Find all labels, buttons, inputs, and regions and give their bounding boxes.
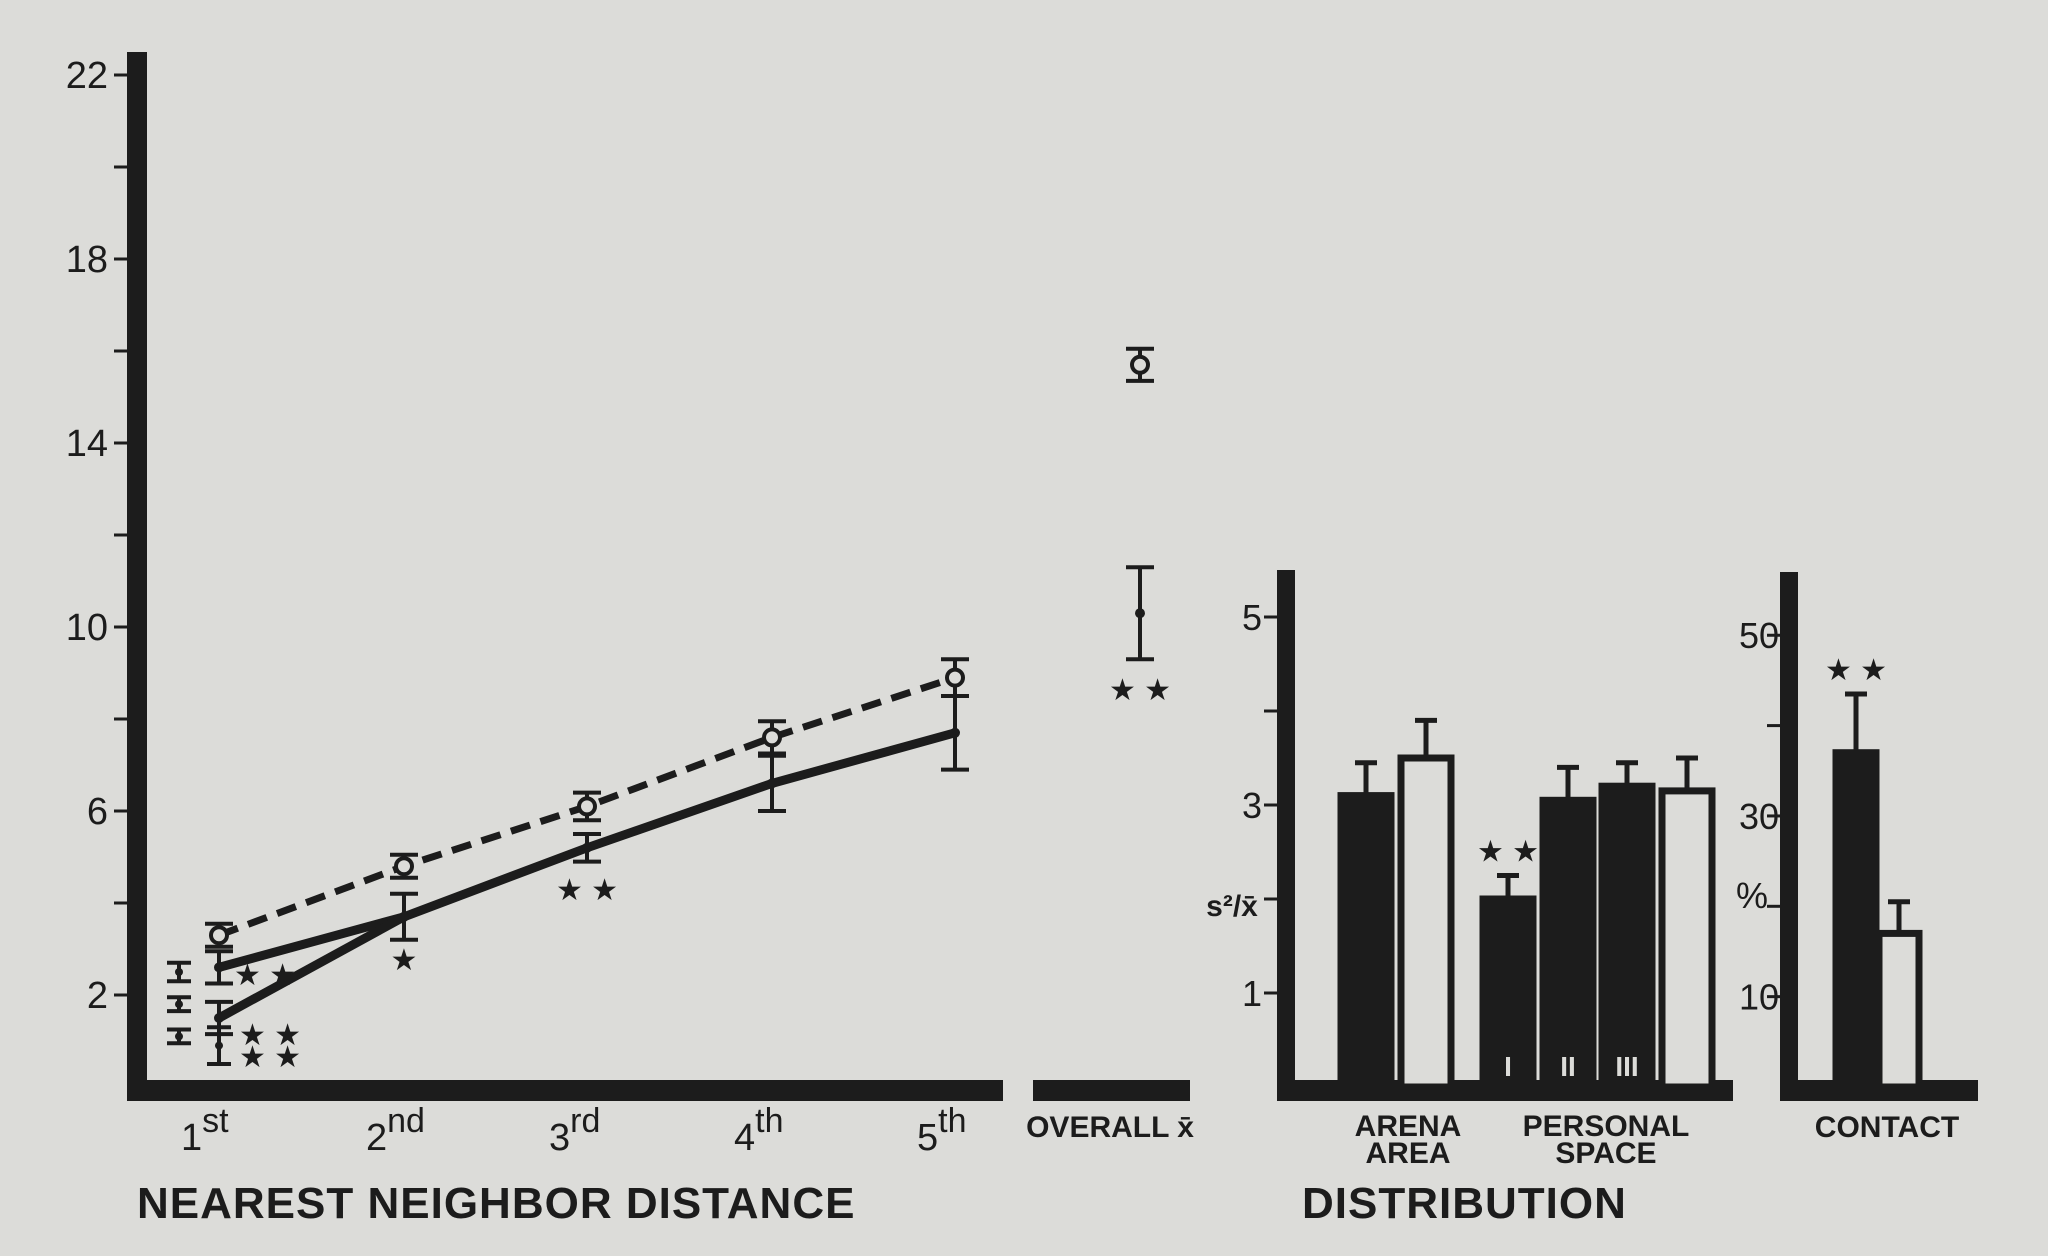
nnd-significance: ★ ★ — [239, 1019, 301, 1052]
dist-bar-inner-label: I — [1504, 1051, 1512, 1082]
overall-solid-point — [1135, 608, 1145, 619]
series-solid-point — [399, 911, 409, 922]
dist-y-label: s²/x̄ — [1206, 890, 1258, 923]
nnd-significance: ★ ★ — [556, 874, 618, 907]
first-group-point — [175, 1032, 183, 1041]
overall-dashed-point — [1130, 354, 1150, 375]
dist-y-tick-label: 3 — [1242, 785, 1262, 826]
nnd-section-title: NEAREST NEIGHBOR DISTANCE — [137, 1179, 855, 1228]
nnd-x-tick-label: 1st — [181, 1102, 229, 1159]
first-group-point — [215, 1041, 223, 1050]
nnd-x-tick-label: 4th — [734, 1102, 784, 1159]
dist-group-label: PERSONAL — [1523, 1110, 1690, 1143]
contact-group-label: CONTACT — [1815, 1111, 1959, 1144]
series-solid-point — [582, 842, 592, 853]
series-solid-line-lower — [216, 912, 407, 1022]
nnd-y-tick-label: 10 — [66, 607, 108, 649]
contact-chart: 10 30 50% ★ ★ CONTACT — [1736, 572, 1978, 1144]
nnd-y-axis — [127, 52, 147, 1101]
series-dashed-point — [762, 727, 782, 748]
dist-bar — [1479, 895, 1537, 1091]
nnd-significance: ★ ★ — [234, 959, 296, 992]
contact-y-tick-label: 10 — [1739, 977, 1779, 1018]
dist-bar-inner-label: II — [1560, 1051, 1576, 1082]
nnd-y-tick-label: 18 — [66, 239, 108, 281]
series-lower-point — [214, 1013, 224, 1023]
nnd-x-tick-label: 3rd — [549, 1102, 600, 1159]
series-solid-point — [767, 778, 777, 789]
contact-bar-significance: ★ ★ — [1825, 654, 1887, 687]
dist-bar — [1658, 787, 1716, 1091]
series-dashed-point — [577, 796, 597, 817]
nnd-x-tick-label: 5th — [917, 1102, 967, 1159]
dist-bar — [1598, 782, 1656, 1091]
first-group-point — [175, 968, 183, 976]
nnd-significance: ★ — [391, 944, 418, 977]
dist-bar — [1397, 754, 1455, 1091]
nnd-y-tick-label: 6 — [87, 791, 108, 833]
contact-bar — [1875, 929, 1923, 1091]
contact-y-tick-label: 50 — [1739, 615, 1779, 656]
series-solid-point — [950, 727, 960, 738]
nnd-y-tick-label: 22 — [66, 55, 108, 97]
dist-y-axis — [1277, 570, 1295, 1101]
contact-y-axis — [1780, 572, 1798, 1101]
dist-bar-significance: ★ ★ — [1477, 836, 1539, 869]
series-dashed-point — [209, 925, 229, 946]
dist-group-label: ARENA — [1355, 1110, 1462, 1143]
dist-bar-inner-label: III — [1615, 1051, 1638, 1082]
nnd-overall-axis — [1033, 1080, 1190, 1101]
nnd-y-tick-label: 14 — [66, 423, 108, 465]
first-group-point — [175, 1000, 183, 1009]
dist-bar — [1337, 792, 1395, 1091]
nnd-x-tick-label: 2nd — [366, 1102, 425, 1159]
dist-group-label: SPACE — [1555, 1137, 1656, 1170]
contact-y-label: % — [1736, 875, 1768, 916]
overall-significance: ★ ★ — [1109, 674, 1171, 707]
nnd-y-tick-label: 2 — [87, 975, 108, 1017]
series-solid-point — [214, 962, 224, 973]
distribution-section-title: DISTRIBUTION — [1302, 1179, 1627, 1228]
nnd-overall-label: OVERALL x̄ — [1026, 1111, 1194, 1144]
dist-y-tick-label: 1 — [1242, 973, 1262, 1014]
nnd-x-axis — [127, 1080, 1003, 1101]
dist-group-label: AREA — [1365, 1137, 1450, 1170]
contact-bar — [1832, 749, 1880, 1091]
series-dashed-point — [945, 667, 965, 688]
nnd-significance: ★ ★ — [239, 1041, 301, 1074]
contact-y-tick-label: 30 — [1739, 796, 1779, 837]
dist-y-tick-label: 5 — [1242, 597, 1262, 638]
dist-bar — [1539, 796, 1597, 1091]
series-dashed-point — [394, 856, 414, 877]
